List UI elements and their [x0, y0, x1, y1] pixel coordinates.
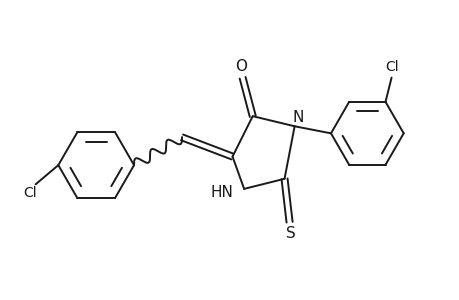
Text: Cl: Cl	[385, 59, 398, 74]
Text: N: N	[292, 110, 304, 125]
Text: O: O	[235, 59, 247, 74]
Text: Cl: Cl	[24, 186, 37, 200]
Text: S: S	[285, 226, 295, 241]
Text: HN: HN	[210, 185, 233, 200]
